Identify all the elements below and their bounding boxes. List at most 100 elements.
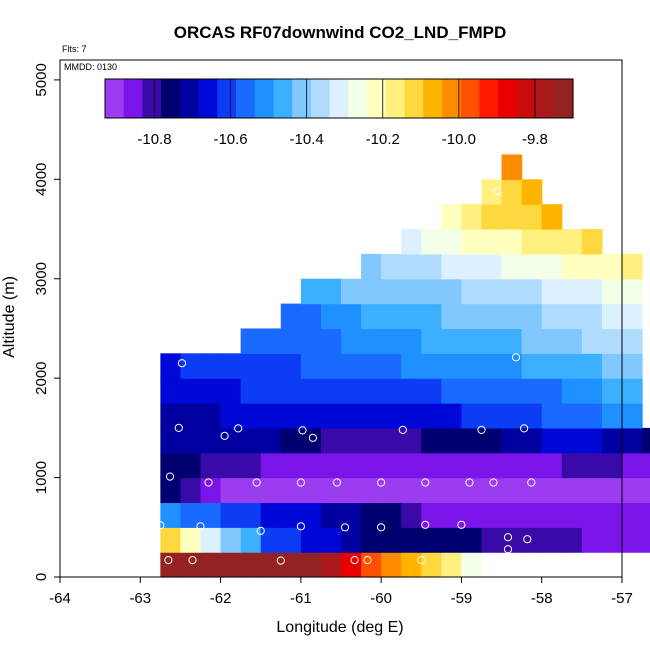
heatmap-cell [240, 527, 262, 553]
heatmap-cell [481, 179, 503, 205]
heatmap-cell [481, 502, 503, 528]
heatmap-cell [642, 502, 650, 528]
y-tick-label: 1000 [33, 461, 50, 494]
heatmap-cell [260, 477, 282, 504]
flight-point [174, 423, 183, 432]
heatmap-cell [601, 502, 623, 528]
heatmap-cell [320, 303, 342, 330]
heatmap-cell [260, 452, 282, 479]
heatmap-cell [561, 452, 583, 479]
flight-point [377, 478, 386, 487]
heatmap-cell [421, 477, 442, 504]
y-tick-label: 3000 [33, 262, 50, 295]
heatmap-cell [260, 527, 282, 553]
flight-point [256, 526, 265, 535]
heatmap-cell [441, 353, 463, 379]
heatmap-cell [541, 278, 563, 305]
heatmap-cell [240, 378, 262, 404]
y-tick-label: 0 [33, 573, 50, 581]
heatmap-cell [541, 452, 563, 479]
heatmap-cell [481, 378, 503, 404]
heatmap-cell [601, 278, 623, 305]
heatmap-cell [200, 477, 222, 504]
heatmap-cell [341, 378, 362, 404]
heatmap-cell [361, 427, 382, 454]
heatmap-cell [461, 477, 483, 504]
heatmap-cell [280, 427, 302, 454]
heatmap-cell [200, 502, 222, 528]
heatmap-cell [581, 477, 603, 504]
heatmap-cell [461, 353, 483, 379]
heatmap-cell [501, 353, 523, 379]
heatmap-cell [220, 378, 242, 404]
heatmap-cell [200, 403, 222, 429]
heatmap-cell [220, 502, 242, 528]
heatmap-cell [381, 502, 402, 528]
heatmap-cell [180, 427, 202, 454]
heatmap-cell [280, 502, 302, 528]
heatmap-cell [300, 552, 322, 578]
heatmap-cell [180, 353, 202, 379]
heatmap-cell [521, 452, 543, 479]
flight-point [457, 520, 466, 529]
colorbar-segment [479, 79, 499, 118]
heatmap-cell [561, 353, 583, 379]
heatmap-cell [541, 477, 563, 504]
heatmap-cell [381, 303, 402, 330]
heatmap-cell [622, 527, 643, 553]
heatmap-cell [421, 229, 442, 255]
heatmap-cell [601, 477, 623, 504]
heatmap-cell [381, 552, 402, 578]
colorbar-segment [367, 79, 387, 118]
flight-point [503, 545, 513, 554]
heatmap-cell [501, 477, 523, 504]
heatmap-cell [481, 403, 503, 429]
heatmap-cell [622, 403, 643, 429]
heatmap-cell [481, 477, 503, 504]
heatmap-cell [501, 229, 523, 255]
heatmap-cell [581, 253, 603, 280]
heatmap-cell [401, 552, 422, 578]
flight-point [204, 478, 213, 487]
colorbar-segment [236, 79, 256, 118]
heatmap-cell [421, 378, 442, 404]
heatmap-cell [541, 328, 563, 354]
heatmap-cell [561, 253, 583, 280]
heatmap-cell [541, 353, 563, 379]
heatmap-cell [642, 427, 650, 454]
heatmap-cell [441, 502, 463, 528]
heatmap-cell [561, 303, 583, 330]
heatmap-cell [280, 328, 302, 354]
heatmap-cell [501, 427, 523, 454]
heatmap-cell [461, 502, 483, 528]
flight-point [177, 359, 187, 368]
colorbar-segment [217, 79, 237, 118]
heatmap-cell [481, 328, 503, 354]
flight-point [489, 478, 498, 487]
colorbar-segment [423, 79, 443, 118]
flight-point [252, 478, 261, 487]
heatmap-cell [361, 502, 382, 528]
heatmap-cell [260, 378, 282, 404]
heatmap-cell [361, 477, 382, 504]
heatmap-cell [180, 477, 202, 504]
colorbar-segment [179, 79, 200, 118]
heatmap-cell [260, 328, 282, 354]
heatmap-cell [401, 353, 422, 379]
heatmap-cell [521, 403, 543, 429]
heatmap-cell [521, 328, 543, 354]
heatmap-cell [461, 427, 483, 454]
y-tick-label: 2000 [33, 361, 50, 394]
heatmap-cell [441, 253, 463, 280]
heatmap-cell [622, 502, 643, 528]
colorbar-segment [498, 79, 518, 118]
colorbar-segment [161, 79, 181, 118]
heatmap-cell [581, 427, 603, 454]
heatmap-cell [642, 452, 650, 479]
heatmap-cell [300, 378, 322, 404]
heatmap-cell [521, 204, 543, 230]
heatmap-cell [401, 452, 422, 479]
heatmap-cell [160, 403, 182, 429]
heatmap-cell [361, 527, 382, 553]
flight-point [465, 478, 474, 487]
